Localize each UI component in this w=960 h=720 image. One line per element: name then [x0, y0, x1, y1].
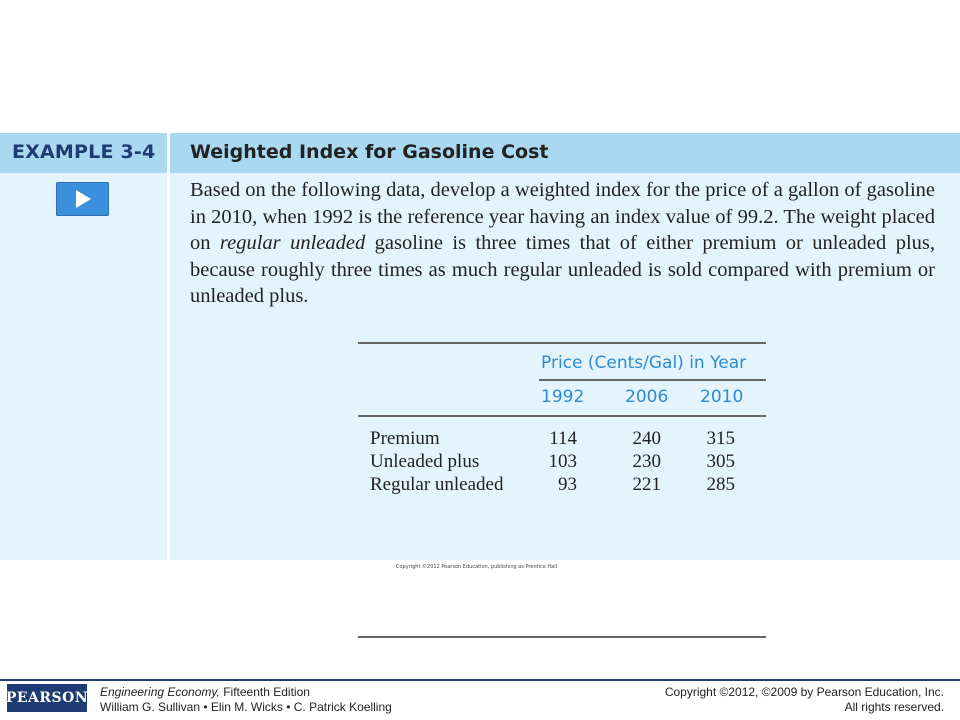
- table-row-label: Premium: [370, 428, 440, 449]
- pearson-logo: PEARSON: [5, 684, 89, 712]
- table-bottom-rule: [358, 636, 766, 638]
- table-year-header: 1992: [541, 387, 585, 407]
- table-group-header: Price (Cents/Gal) in Year: [541, 353, 747, 373]
- play-button[interactable]: [56, 182, 109, 216]
- footer-edition: Fifteenth Edition: [219, 685, 310, 699]
- table-row-label: Regular unleaded: [370, 474, 504, 495]
- play-icon: [76, 190, 91, 208]
- body-divider: [167, 173, 170, 560]
- footer-copyright: Copyright ©2012, ©2009 by Pearson Educat…: [665, 685, 944, 715]
- table-cell: 93: [558, 474, 577, 495]
- footer-citation: Engineering Economy, Fifteenth Edition W…: [100, 685, 392, 715]
- table-cell: 305: [706, 451, 736, 472]
- table-cell: 114: [549, 428, 577, 449]
- footer-book-line: Engineering Economy, Fifteenth Edition: [100, 685, 392, 700]
- footer-rule: [0, 679, 960, 681]
- example-tag: EXAMPLE 3-4: [12, 141, 156, 163]
- table-cell: 315: [706, 428, 736, 449]
- problem-text-emphasis: regular unleaded: [219, 232, 366, 254]
- table-cell: 240: [632, 428, 662, 449]
- table-year-header: 2010: [700, 387, 744, 407]
- table-cell: 230: [632, 451, 662, 472]
- table-cell: 103: [548, 451, 578, 472]
- table-header-rule: [358, 415, 766, 417]
- problem-text-part1: Based on the following data, develop a w…: [190, 179, 935, 254]
- table-year-header: 2006: [625, 387, 669, 407]
- problem-text: Based on the following data, develop a w…: [190, 177, 935, 310]
- footer-authors: William G. Sullivan • Elin M. Wicks • C.…: [100, 700, 392, 714]
- example-header: EXAMPLE 3-4 Weighted Index for Gasoline …: [0, 133, 960, 173]
- table-top-rule: [358, 342, 766, 344]
- footer-book-title: Engineering Economy,: [100, 685, 220, 699]
- pearson-logo-text: PEARSON: [5, 690, 89, 706]
- example-panel: EXAMPLE 3-4 Weighted Index for Gasoline …: [0, 133, 960, 638]
- table-cell: 221: [632, 474, 662, 495]
- problem-text-part2: gasoline is three times that of either p…: [190, 232, 935, 307]
- table-row-label: Unleaded plus: [370, 451, 480, 472]
- table-group-rule: [539, 379, 766, 381]
- table-cell: 285: [706, 474, 736, 495]
- footer-copyright-line1: Copyright ©2012, ©2009 by Pearson Educat…: [664, 685, 944, 699]
- image-credit: Copyright ©2012 Pearson Education, publi…: [396, 564, 557, 570]
- example-title: Weighted Index for Gasoline Cost: [190, 141, 549, 163]
- header-divider: [167, 133, 170, 173]
- footer-copyright-line2: All rights reserved.: [844, 700, 944, 714]
